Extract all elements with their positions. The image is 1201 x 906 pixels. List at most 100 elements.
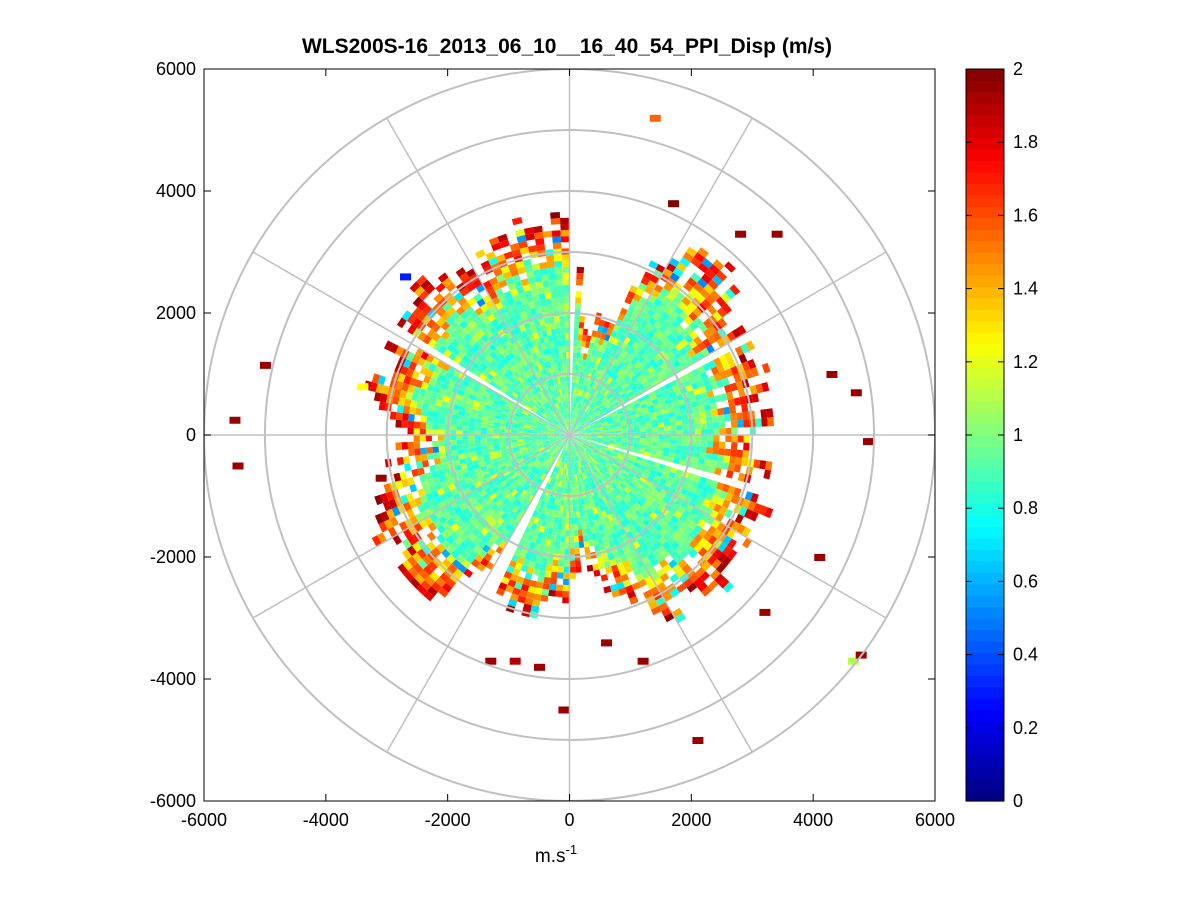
range-gate <box>546 565 553 572</box>
range-gate <box>683 435 689 440</box>
range-gate <box>670 421 677 426</box>
range-gate <box>469 426 475 431</box>
range-gate <box>475 423 482 428</box>
range-gate <box>390 411 397 419</box>
range-gate <box>699 452 706 459</box>
x-axis-label: m.s-1 <box>535 842 577 867</box>
range-gate <box>564 561 570 567</box>
range-gate <box>420 422 427 429</box>
range-gate <box>573 352 577 358</box>
range-gate <box>420 415 427 422</box>
range-gate <box>432 417 439 424</box>
colorbar-level <box>966 275 1004 287</box>
colorbar-level <box>966 241 1004 253</box>
range-gate <box>729 456 736 464</box>
range-gate <box>555 591 562 598</box>
range-gate <box>707 429 713 435</box>
chart-title: WLS200S-16_2013_06_10__16_40_54_PPI_Disp… <box>302 35 832 58</box>
range-gate <box>426 423 433 430</box>
range-gate <box>402 442 409 450</box>
range-gate <box>450 425 456 431</box>
range-gate <box>561 236 570 242</box>
range-gate <box>570 567 576 573</box>
colorbar-level <box>966 641 1004 653</box>
colorbar-level <box>966 103 1004 115</box>
range-gate <box>541 589 549 596</box>
colorbar-level <box>966 515 1004 527</box>
range-gate <box>556 585 563 592</box>
colorbar-level <box>966 389 1004 401</box>
range-gate <box>561 530 566 536</box>
range-gate <box>561 524 565 530</box>
range-gate <box>562 597 569 603</box>
range-gate <box>562 518 566 524</box>
range-gate <box>544 577 551 584</box>
range-gate <box>658 439 664 443</box>
colorbar-tick-label: 0 <box>1013 791 1023 811</box>
range-gate <box>550 578 557 585</box>
outlier-gate <box>400 273 411 280</box>
range-gate <box>699 411 706 418</box>
range-gate <box>737 420 744 428</box>
range-gate <box>537 576 544 583</box>
range-gate <box>579 316 585 323</box>
range-gate <box>469 439 475 444</box>
colorbar-level <box>966 80 1004 92</box>
range-gate <box>408 414 415 422</box>
range-gate <box>536 582 544 589</box>
colorbar-level <box>966 664 1004 676</box>
range-gate <box>481 427 487 431</box>
range-gate <box>577 340 582 347</box>
range-gate <box>562 273 569 279</box>
outlier-gate <box>357 383 368 390</box>
colorbar-level <box>966 481 1004 493</box>
colorbar-level <box>966 607 1004 619</box>
range-gate <box>555 541 561 548</box>
range-gate <box>574 530 579 536</box>
range-gate <box>706 416 713 423</box>
outlier-gate <box>233 463 244 470</box>
range-gate <box>551 292 558 299</box>
range-gate <box>575 303 581 309</box>
range-gate <box>432 423 438 429</box>
range-gate <box>574 542 579 548</box>
range-gate <box>560 328 565 334</box>
range-gate <box>682 425 688 431</box>
colorbar-level <box>966 561 1004 573</box>
range-gate <box>552 566 559 573</box>
range-gate <box>743 419 750 427</box>
range-gate <box>693 451 700 458</box>
range-gate <box>664 422 671 427</box>
colorbar-level <box>966 458 1004 470</box>
range-gate <box>574 328 579 334</box>
range-gate <box>562 261 570 267</box>
colorbar-level <box>966 138 1004 150</box>
range-gate <box>475 439 481 443</box>
range-gate <box>457 444 464 449</box>
range-gate <box>736 450 743 458</box>
range-gate <box>432 441 438 447</box>
range-gate <box>541 274 549 281</box>
range-gate <box>658 427 664 431</box>
range-gate <box>552 560 558 567</box>
range-gate <box>676 425 682 430</box>
range-gate <box>426 429 432 435</box>
range-gate <box>705 410 712 417</box>
range-gate <box>540 268 548 275</box>
range-gate <box>755 418 762 427</box>
range-gate <box>724 414 731 422</box>
range-gate <box>741 458 748 467</box>
colorbar-tick-label: 1.8 <box>1013 132 1038 152</box>
colorbar-level <box>966 92 1004 104</box>
colorbar-level <box>966 401 1004 413</box>
range-gate <box>543 231 552 238</box>
range-gate <box>646 438 652 442</box>
colorbar-level <box>966 710 1004 722</box>
range-gate <box>481 439 487 443</box>
range-gate <box>538 570 545 577</box>
colorbar-tick-label: 0.4 <box>1013 645 1038 665</box>
range-gate <box>427 453 434 460</box>
range-gate <box>438 424 445 430</box>
range-gate <box>463 444 470 449</box>
range-gate <box>547 261 555 268</box>
